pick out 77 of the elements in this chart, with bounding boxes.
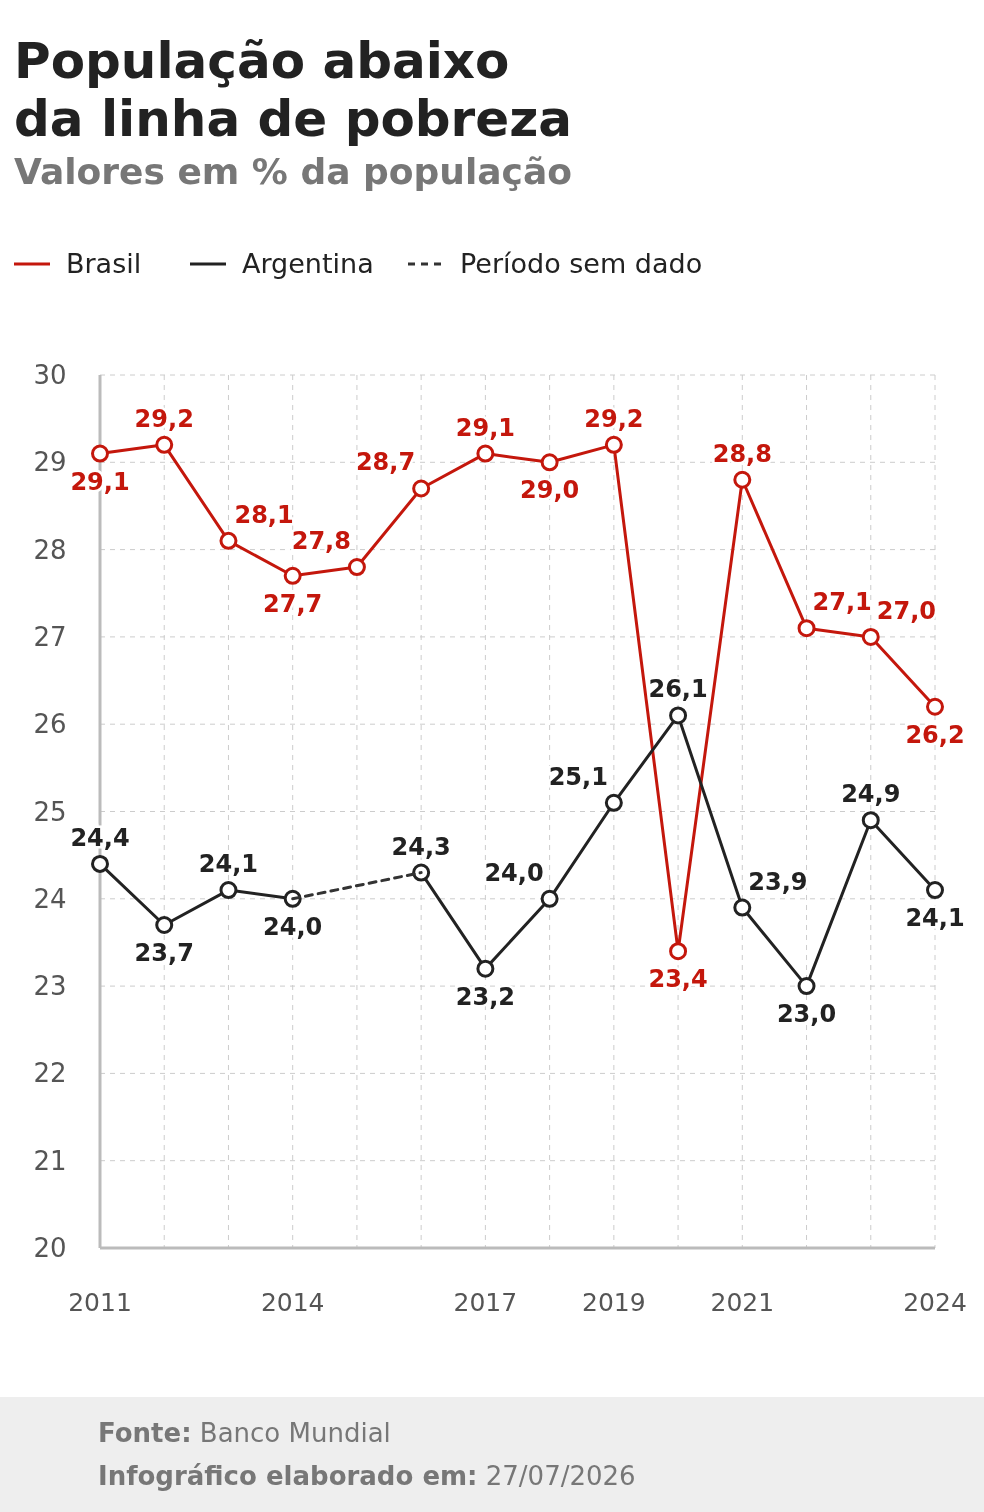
point xyxy=(926,881,944,900)
data-label: 23,0 xyxy=(776,1000,837,1029)
point xyxy=(91,854,109,873)
point xyxy=(155,915,174,934)
point xyxy=(347,558,366,577)
point xyxy=(861,627,880,646)
data-label: 24,4 xyxy=(70,823,130,852)
point xyxy=(604,793,623,812)
y-tick-label: 30 xyxy=(33,360,67,390)
chart-subtitle: Valores em % da população xyxy=(14,151,572,192)
data-label: 27,1 xyxy=(812,588,872,617)
point xyxy=(476,959,495,978)
data-label: 26,1 xyxy=(648,675,708,704)
point xyxy=(926,697,944,716)
data-label: 29,0 xyxy=(520,476,580,505)
data-label: 24,9 xyxy=(841,780,901,809)
data-label: 27,7 xyxy=(263,589,323,618)
data-label: 25,1 xyxy=(548,762,608,791)
data-label: 23,2 xyxy=(455,982,515,1011)
data-label: 24,1 xyxy=(905,904,965,933)
point xyxy=(669,942,688,961)
point xyxy=(219,881,238,900)
point xyxy=(540,453,559,472)
data-label: 28,8 xyxy=(712,439,772,468)
data-label: 29,1 xyxy=(70,467,130,496)
y-tick-label: 21 xyxy=(33,1145,67,1176)
data-label: 23,7 xyxy=(134,938,194,967)
x-tick-label: 2011 xyxy=(68,1288,132,1317)
point xyxy=(540,889,559,908)
data-label: 27,8 xyxy=(291,527,351,556)
point xyxy=(283,566,302,585)
x-tick-label: 2019 xyxy=(582,1288,646,1317)
legend-label: Período sem dado xyxy=(460,248,703,279)
data-label: 23,4 xyxy=(648,965,708,994)
point xyxy=(604,435,623,454)
data-label: 28,1 xyxy=(234,500,294,529)
data-label: 29,2 xyxy=(134,404,194,433)
point xyxy=(219,531,238,550)
data-label: 29,1 xyxy=(455,413,515,442)
y-tick-label: 25 xyxy=(33,796,67,827)
point xyxy=(91,444,109,463)
data-label: 28,7 xyxy=(355,448,416,477)
data-label: 24,0 xyxy=(484,858,544,887)
y-tick-label: 29 xyxy=(33,447,67,478)
data-label: 23,9 xyxy=(748,867,808,896)
point xyxy=(669,706,688,725)
point xyxy=(412,863,431,882)
text: Infográfico elaborado em: 27/07/2026 xyxy=(98,1461,636,1491)
y-tick-label: 28 xyxy=(33,534,67,565)
point xyxy=(733,470,752,489)
point xyxy=(797,977,816,996)
point xyxy=(733,898,752,917)
y-tick-label: 22 xyxy=(33,1058,67,1089)
y-tick-label: 20 xyxy=(33,1233,67,1263)
x-tick-label: 2017 xyxy=(453,1288,518,1317)
legend-label: Argentina xyxy=(242,248,374,279)
point xyxy=(476,444,495,463)
source-note: Fonte: Banco Mundial xyxy=(98,1418,391,1448)
data-label: 24,1 xyxy=(198,850,259,879)
data-label: 27,0 xyxy=(876,596,936,625)
data-label: 26,2 xyxy=(905,720,965,749)
x-tick-label: 2014 xyxy=(260,1288,325,1317)
point xyxy=(412,479,431,498)
point xyxy=(797,619,816,638)
data-label: 24,0 xyxy=(263,912,323,941)
y-tick-label: 26 xyxy=(33,709,67,740)
chart-title: População abaixo da linha de pobreza xyxy=(14,32,573,148)
y-tick-label: 23 xyxy=(33,971,67,1002)
y-tick-label: 24 xyxy=(33,883,67,914)
legend-label: Brasil xyxy=(66,248,142,279)
x-tick-label: 2024 xyxy=(903,1288,967,1317)
data-label: 29,2 xyxy=(584,404,644,433)
x-tick-label: 2021 xyxy=(710,1288,775,1317)
point xyxy=(155,435,174,454)
data-label: 24,3 xyxy=(391,832,451,861)
point xyxy=(861,811,880,830)
y-tick-label: 27 xyxy=(33,621,67,652)
